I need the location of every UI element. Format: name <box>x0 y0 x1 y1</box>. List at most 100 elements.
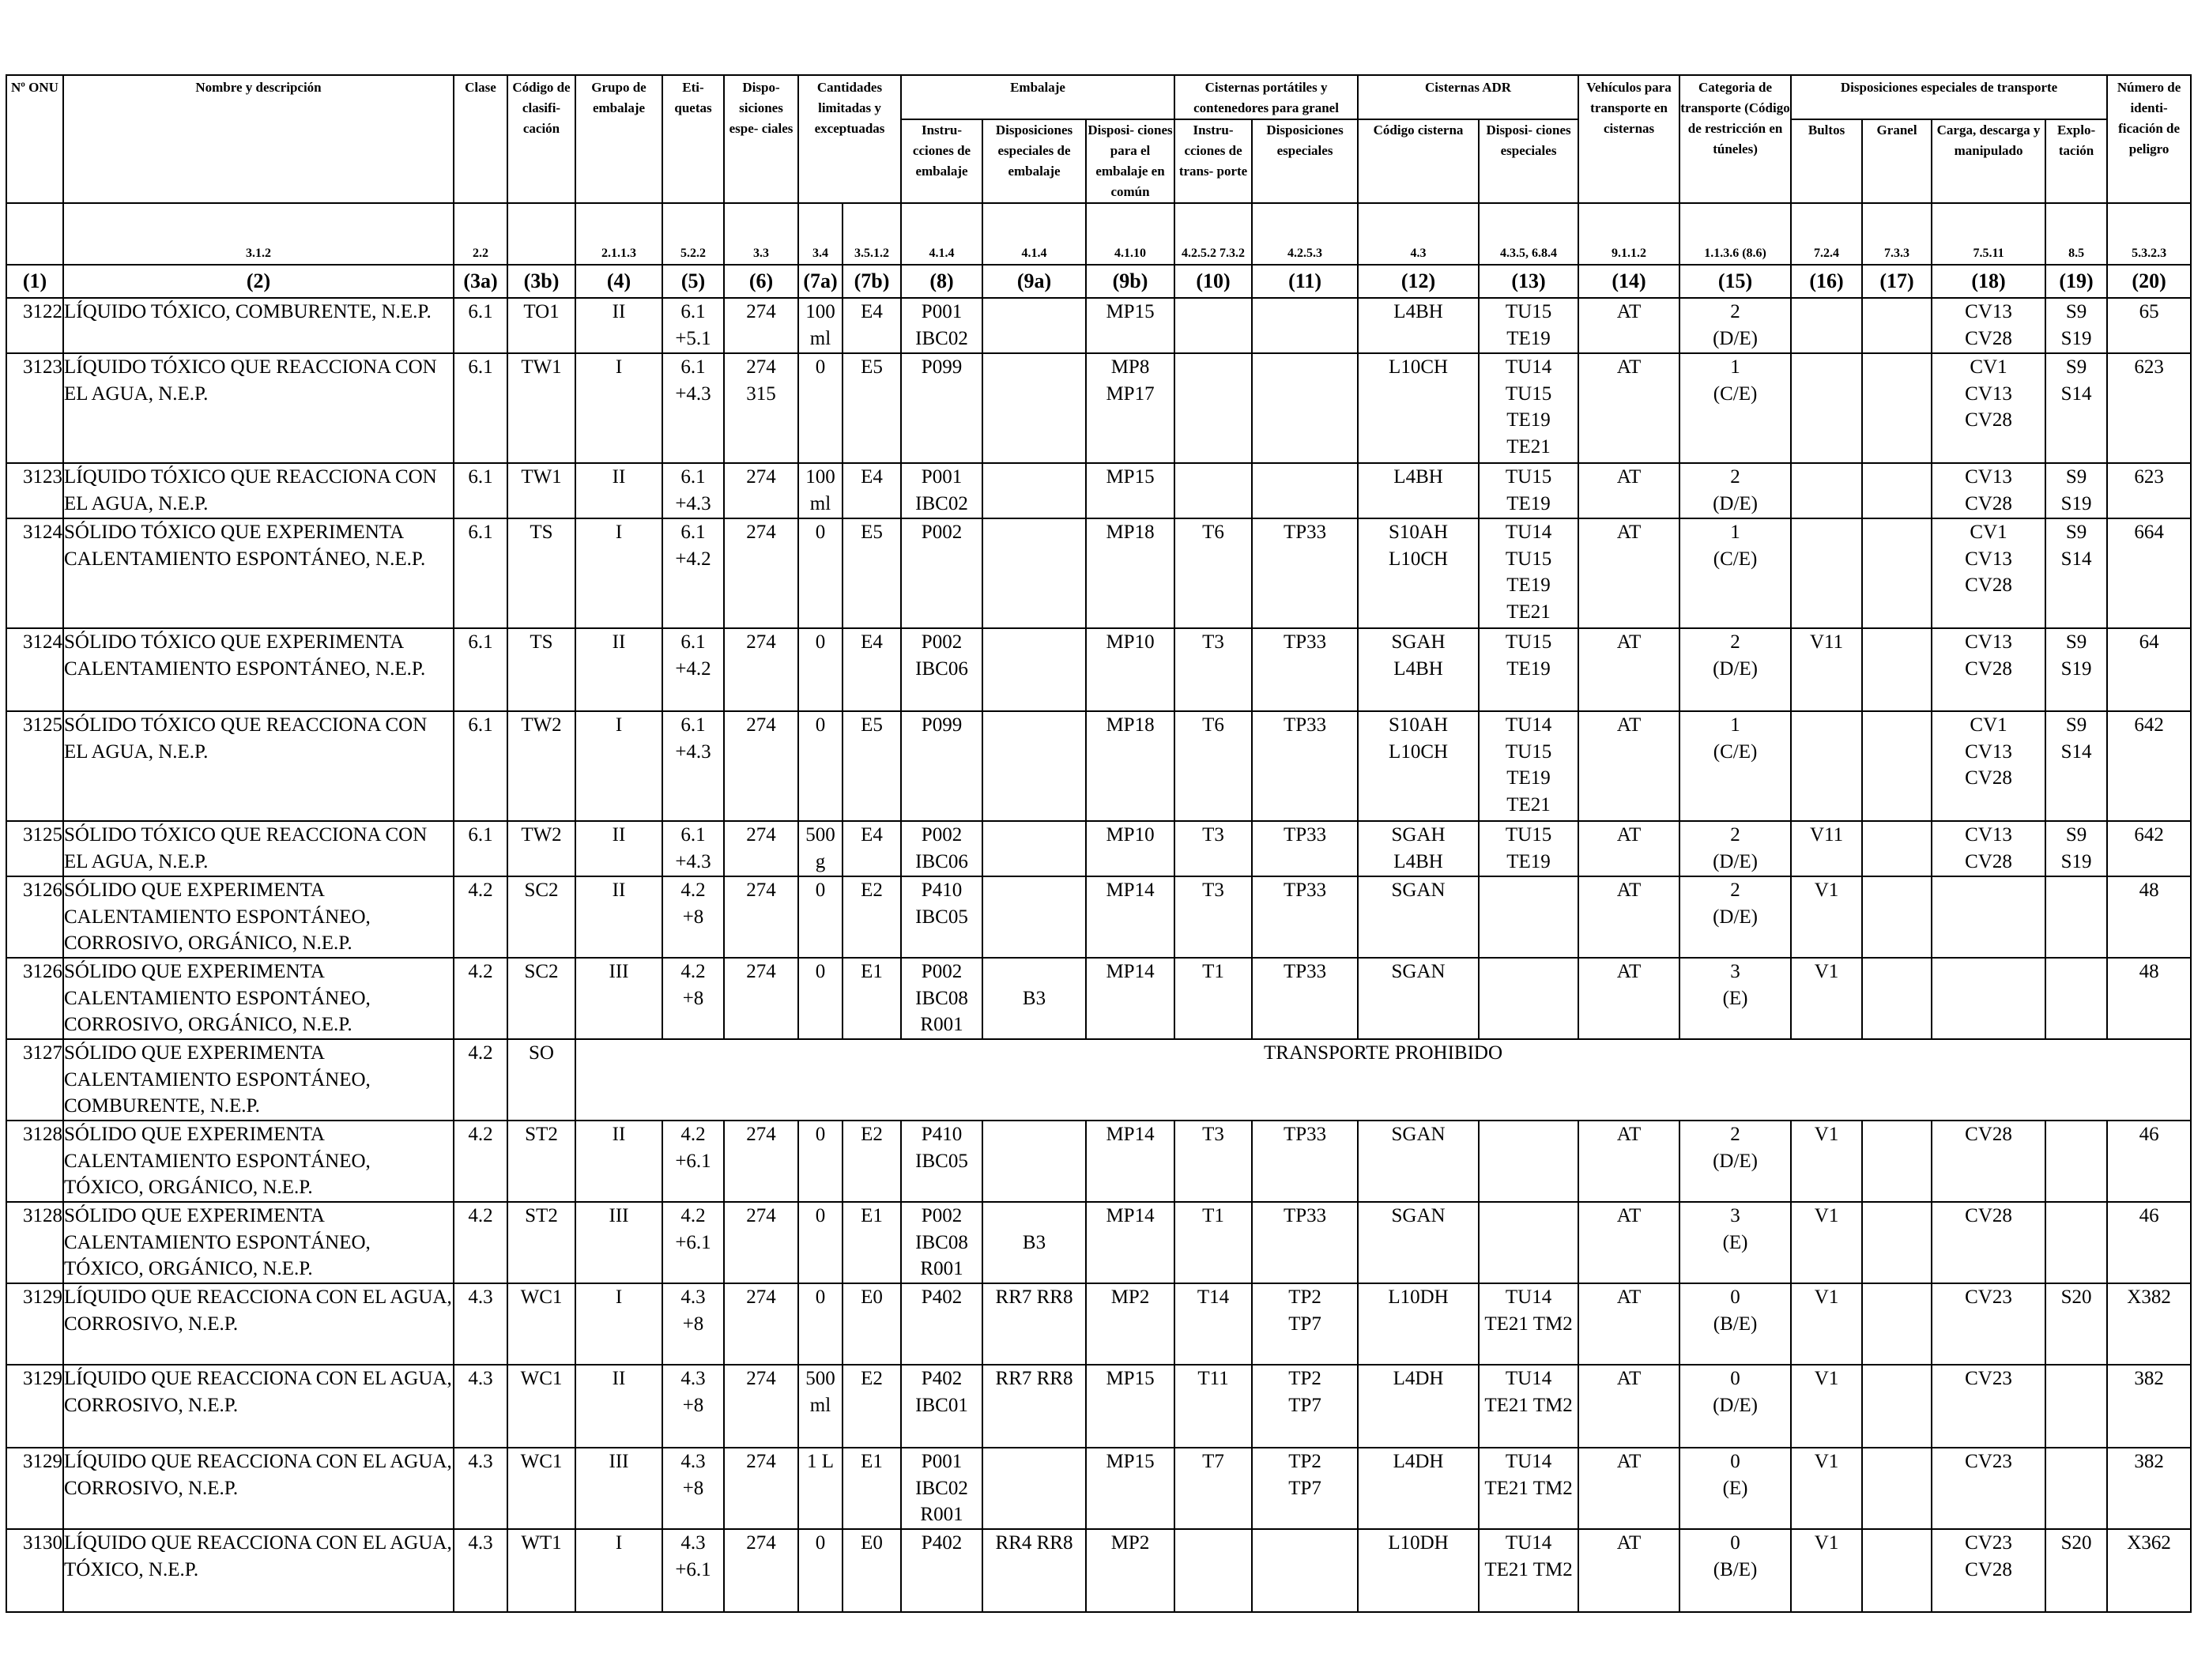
cell-line <box>1253 299 1357 326</box>
cell-line <box>1480 1203 1578 1230</box>
data-cell: 2 (D/E) <box>1679 876 1793 959</box>
cell-line <box>1863 1530 1931 1557</box>
cell-line: P001 <box>921 466 963 488</box>
cell-line <box>1253 464 1357 491</box>
data-cell: T3 <box>1174 820 1253 877</box>
cell-line: +4.3 <box>675 850 711 872</box>
cell-line: E1 <box>861 961 883 982</box>
cell-line: E4 <box>861 466 883 488</box>
data-cell <box>1861 1283 1933 1365</box>
data-cell: 274 <box>723 297 799 354</box>
data-cell: AT <box>1578 1528 1681 1613</box>
cell-line: MP15 <box>1106 301 1155 322</box>
data-cell <box>1251 297 1359 354</box>
cell-line: (C/E) <box>1713 740 1758 763</box>
table-row: 3126 SÓLIDO QUE EXPERIMENTA CALENTAMIENTO… <box>6 957 2192 1040</box>
cell-line: S19 <box>2060 327 2092 349</box>
data-cell: MP18 <box>1084 710 1176 822</box>
table-body: 3122 LÍQUIDO TÓXICO, COMBURENTE, N.E.P. 6.… <box>6 297 2192 1613</box>
cell-line <box>1792 299 1861 326</box>
cell-line: +6.1 <box>675 1231 711 1253</box>
header-ref-cell: 2.2 <box>453 203 508 266</box>
data-cell <box>1251 1528 1359 1613</box>
column-number-cell: (19) <box>2045 264 2109 299</box>
data-cell: CV13 CV28 <box>1931 462 2047 519</box>
data-cell: T3 <box>1174 1120 1253 1203</box>
cell-line: 274 <box>746 356 776 378</box>
data-cell: SGAN <box>1357 1120 1480 1203</box>
data-cell: T14 <box>1174 1283 1253 1365</box>
data-cell: MP8 MP17 <box>1084 352 1176 464</box>
data-cell: 6.1 +4.2 <box>662 518 725 629</box>
data-cell: 642 <box>2106 820 2192 877</box>
cell-line: WC1 <box>520 1451 563 1472</box>
cell-line: TP33 <box>1283 522 1327 543</box>
data-cell: 274 <box>723 876 799 959</box>
cell-line: +8 <box>682 987 704 1009</box>
cell-line: 274 <box>746 961 776 982</box>
cell-line: TP33 <box>1283 631 1327 653</box>
cell-line: 4.2 <box>680 1124 706 1145</box>
cell-line: I <box>615 1532 623 1554</box>
cell-line: TP2 <box>1288 1286 1321 1308</box>
data-cell <box>1174 1528 1253 1613</box>
data-cell: TW1 <box>507 462 576 519</box>
cell-line: T6 <box>1202 522 1224 543</box>
cell-line: V1 <box>1814 1368 1839 1389</box>
data-cell: 0 <box>797 1528 843 1613</box>
un-number-cell: 3130 <box>6 1528 64 1613</box>
cell-line: TU14 <box>1505 1286 1552 1308</box>
data-cell: TU14 TU15 TE19 TE21 <box>1478 710 1580 822</box>
cell-line: CV13 <box>1965 301 2012 322</box>
cell-line: CV28 <box>1965 850 2012 872</box>
cell-line: AT <box>1616 356 1642 378</box>
header-onu: Nº ONU <box>6 74 64 204</box>
column-number-cell: (6) <box>723 264 799 299</box>
data-cell: TS <box>507 518 576 629</box>
data-cell: E1 <box>842 1201 902 1284</box>
data-cell: 6.1 +5.1 <box>662 297 725 354</box>
data-cell: 0 (D/E) <box>1679 1364 1793 1448</box>
cell-line: 4.2 <box>468 961 493 982</box>
data-cell <box>1861 1528 1933 1613</box>
table-row: 3123 LÍQUIDO TÓXICO QUE REACCIONA CON EL … <box>6 462 2192 519</box>
cell-line: SGAH <box>1391 824 1446 846</box>
cell-line <box>983 519 1085 546</box>
cell-line: MP15 <box>1106 1368 1155 1389</box>
cell-line: E2 <box>861 1368 883 1389</box>
cell-line <box>1792 519 1861 546</box>
name-cell: SÓLIDO TÓXICO QUE EXPERIMENTA CALENTAMIE… <box>62 627 454 712</box>
data-cell: 3 (E) <box>1679 1201 1793 1284</box>
data-cell: CV28 <box>1931 1120 2047 1203</box>
data-cell: CV23 <box>1931 1283 2047 1365</box>
cell-line: 2 <box>1730 631 1740 653</box>
data-cell: SC2 <box>507 876 576 959</box>
table-row: 3129 LÍQUIDO QUE REACCIONA CON EL AGUA, C… <box>6 1364 2192 1448</box>
data-cell: TW2 <box>507 710 576 822</box>
cell-line: 0 <box>815 1532 826 1554</box>
cell-line: P099 <box>921 714 963 736</box>
cell-line <box>983 877 1085 904</box>
data-cell: S9 S14 <box>2045 352 2109 464</box>
cell-line: 6.1 <box>468 631 493 653</box>
cell-line: AT <box>1616 880 1642 901</box>
cell-line: E5 <box>861 714 883 736</box>
cell-line: TP33 <box>1283 714 1327 736</box>
cell-line: (D/E) <box>1713 327 1758 349</box>
column-number-cell: (8) <box>900 264 983 299</box>
cell-line: CV1 <box>1970 356 2007 378</box>
column-number-cell: (13) <box>1478 264 1580 299</box>
name-cell: LÍQUIDO TÓXICO QUE REACCIONA CON EL AGUA… <box>62 462 454 519</box>
data-cell: E0 <box>842 1283 902 1365</box>
data-cell: TP33 <box>1251 876 1359 959</box>
column-number-cell: (16) <box>1790 264 1864 299</box>
cell-line <box>1863 464 1931 491</box>
data-cell: 2 (D/E) <box>1679 627 1793 712</box>
table-row: 3124 SÓLIDO TÓXICO QUE EXPERIMENTA CALENT… <box>6 627 2192 712</box>
cell-line: RR4 RR8 <box>995 1532 1073 1554</box>
data-cell: 274 <box>723 1120 799 1203</box>
data-cell: TU14 TU15 TE19 TE21 <box>1478 518 1580 629</box>
data-cell: TP2 TP7 <box>1251 1447 1359 1530</box>
cell-line: 274 <box>746 522 776 543</box>
cell-line: TU15 <box>1505 382 1552 405</box>
